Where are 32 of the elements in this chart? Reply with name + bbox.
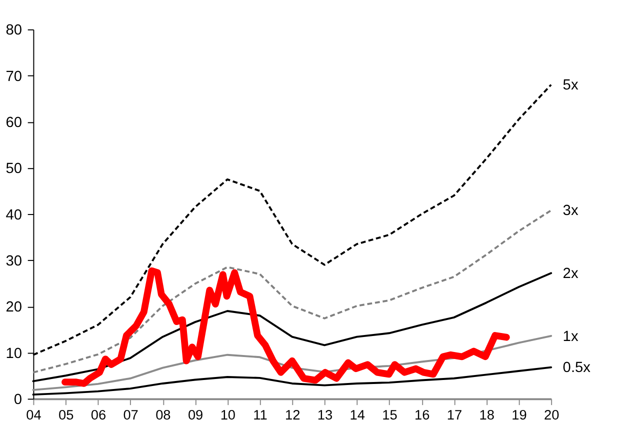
y-tick-label: 20: [6, 300, 22, 316]
y-tick-label: 60: [6, 115, 22, 132]
x-tick-label: 06: [90, 408, 106, 423]
x-tick-label: 14: [350, 408, 366, 423]
series-label: 5x: [562, 78, 579, 94]
line-series: [32, 209, 552, 374]
x-tick-label: 20: [544, 408, 560, 423]
x-tick-label: 17: [446, 408, 462, 423]
x-tick-label: 15: [382, 408, 398, 423]
x-tick-label: 16: [414, 408, 430, 423]
y-tick-label: 0: [14, 392, 22, 408]
x-tick-label: 10: [220, 408, 236, 423]
x-tick-label: 05: [58, 408, 74, 423]
series-label: 2x: [562, 266, 579, 282]
y-tick-label: 80: [6, 22, 22, 39]
x-tick-label: 18: [479, 408, 494, 423]
y-tick-label: 70: [6, 68, 22, 85]
x-tick-label: 08: [156, 408, 171, 423]
x-tick-label: 04: [26, 408, 42, 423]
x-tick-label: 09: [188, 408, 204, 423]
x-tick-label: 07: [123, 408, 138, 423]
x-tick-label: 11: [253, 408, 268, 423]
y-tick-label: 50: [6, 161, 22, 178]
y-tick-label: 30: [6, 254, 22, 270]
x-tick-label: 13: [317, 408, 333, 423]
series-label: 1x: [562, 328, 579, 345]
series-label: 0.5x: [562, 360, 592, 376]
series-label: 3x: [562, 203, 579, 220]
x-tick-label: 19: [512, 408, 527, 423]
y-tick-label: 10: [6, 346, 22, 362]
y-tick-label: 40: [6, 207, 22, 224]
x-tick-label: 12: [285, 408, 300, 423]
